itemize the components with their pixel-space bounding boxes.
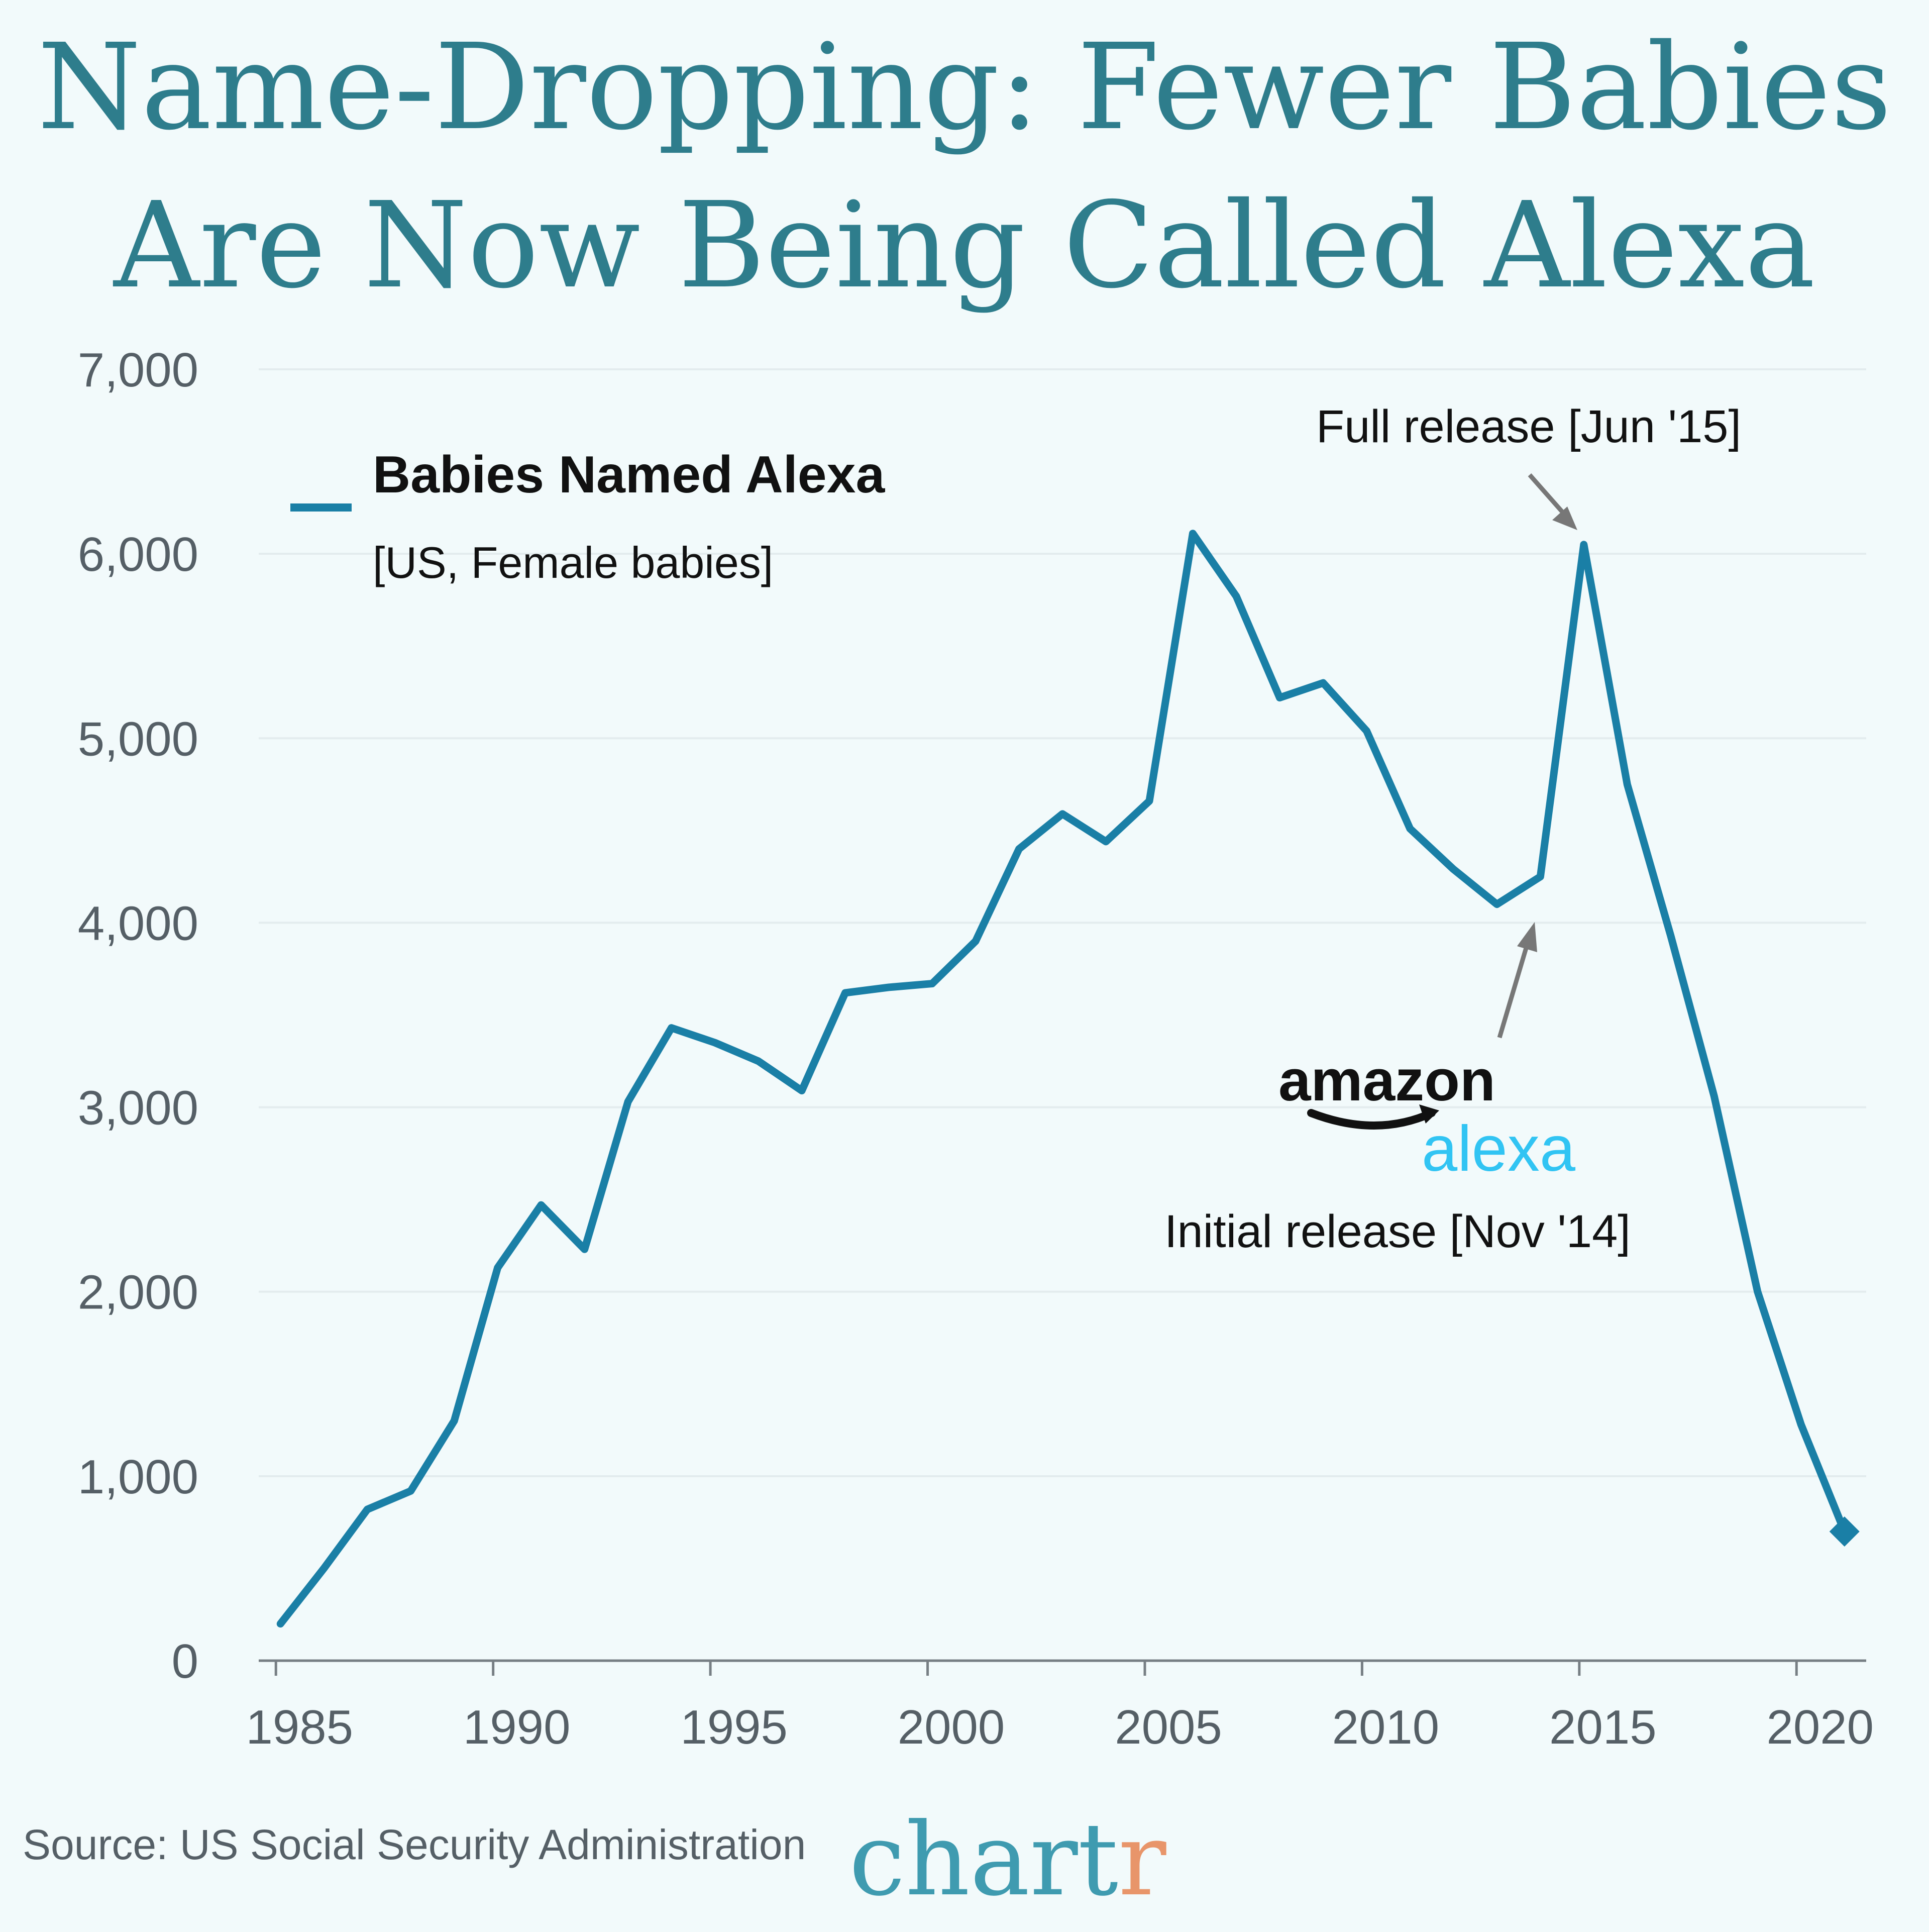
x-tick-label: 2005 [1115, 1700, 1222, 1754]
logo-amazon-text: amazon [1278, 1048, 1495, 1113]
y-tick-label: 7,000 [78, 343, 198, 397]
x-tick-label: 2010 [1332, 1700, 1440, 1754]
x-tick-label: 2015 [1549, 1700, 1657, 1754]
y-tick-label: 2,000 [78, 1266, 198, 1319]
source-note: Source: US Social Security Administratio… [23, 1821, 806, 1868]
annotation-initial-release: Initial release [Nov '14] [1164, 1206, 1631, 1257]
y-tick-label: 5,000 [78, 712, 198, 766]
grid-layer [259, 368, 1866, 1477]
y-tick-label: 4,000 [78, 896, 198, 950]
x-tick-label: 1990 [463, 1700, 571, 1754]
x-axis: 1985 1990 1995 2000 2005 2010 2015 2020 [246, 1659, 1874, 1754]
last-point-marker [1829, 1516, 1860, 1547]
x-tick-label: 1995 [680, 1700, 788, 1754]
series-line-babies-named-alexa [276, 530, 1849, 1628]
amazon-smile-arrow-icon [1419, 1104, 1439, 1124]
brand-logo-accent: r [1118, 1801, 1166, 1918]
annotation-full-release: Full release [Jun '15] [1316, 401, 1741, 452]
y-tick-label: 6,000 [78, 528, 198, 581]
series-layer [276, 530, 1860, 1628]
amazon-smile-icon [1307, 1109, 1436, 1130]
arrowhead-initial-release [1517, 922, 1537, 952]
logo-alexa-text: alexa [1422, 1113, 1576, 1185]
brand-logo-main: chart [849, 1801, 1118, 1918]
legend-subtitle: [US, Female babies] [373, 538, 773, 587]
legend-series-name: Babies Named Alexa [373, 446, 885, 504]
x-tick-label: 2000 [898, 1700, 1005, 1754]
brand-logo: chartr [849, 1801, 1166, 1918]
x-tick-label: 1985 [246, 1700, 353, 1754]
amazon-alexa-logo: amazon alexa [1278, 1048, 1576, 1185]
arrowhead-full-release [1552, 506, 1577, 530]
y-tick-label: 0 [172, 1635, 198, 1688]
x-tick-label: 2020 [1766, 1700, 1874, 1754]
arrow-full-release [1528, 473, 1569, 519]
y-tick-label: 1,000 [78, 1450, 198, 1504]
arrow-initial-release [1497, 944, 1530, 1039]
title-line-2: Are Now Being Called Alexa [113, 176, 1815, 315]
y-tick-label: 3,000 [78, 1081, 198, 1135]
y-axis-tick-labels: 0 1,000 2,000 3,000 4,000 5,000 6,000 7,000 [78, 343, 198, 1688]
title-line-1: Name-Dropping: Fewer Babies [37, 18, 1891, 156]
